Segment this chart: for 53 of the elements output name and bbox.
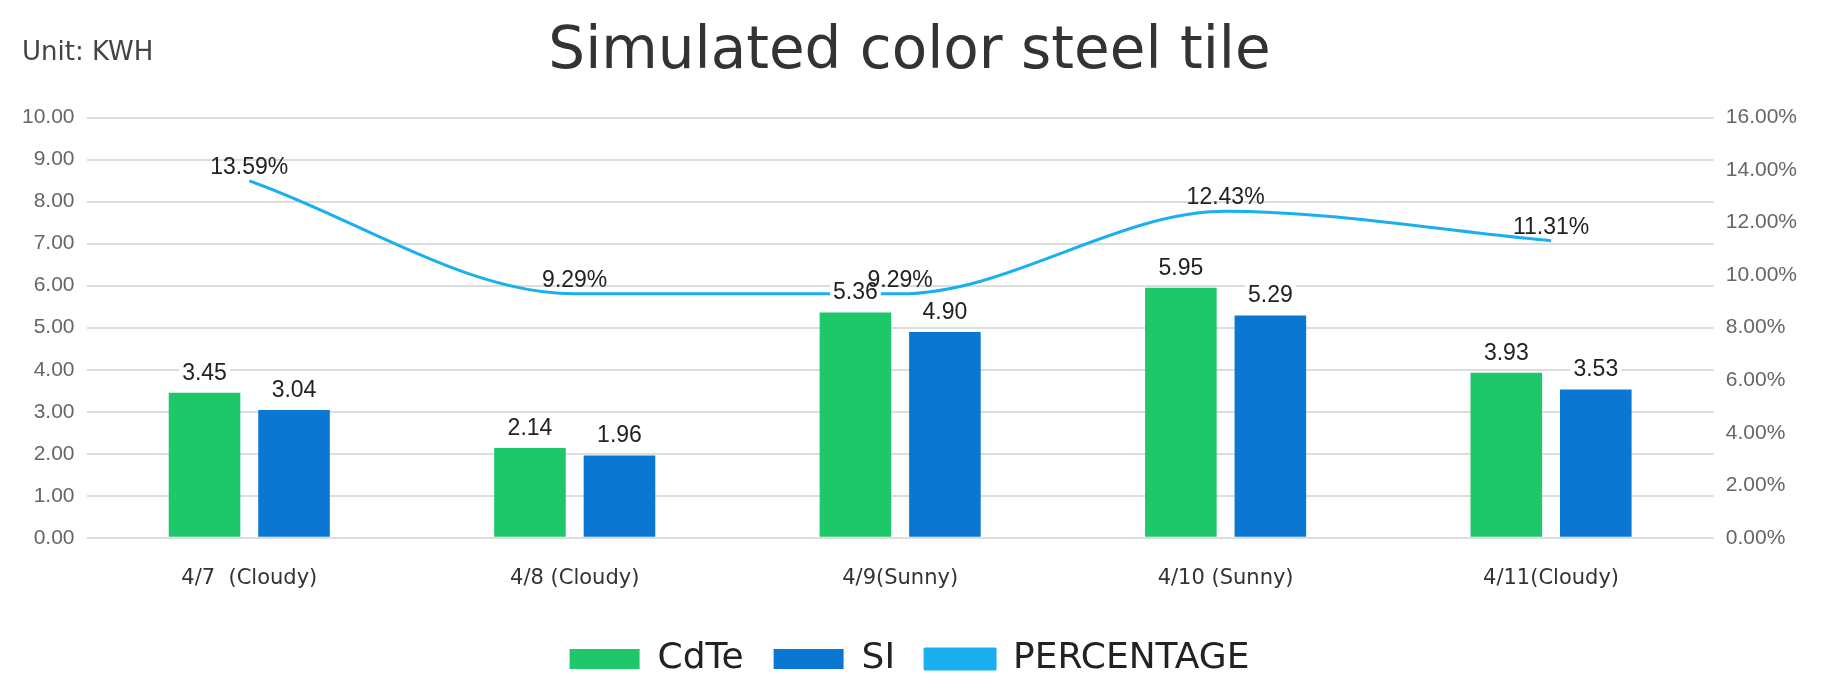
x-tick-label: 4/7 (Cloudy) (181, 564, 318, 589)
y-tick-label: 3.00 (33, 398, 75, 422)
data-label: 5.95 (1158, 253, 1204, 280)
y-tick-label: 2.00 (33, 440, 75, 464)
bar (494, 447, 566, 537)
y-tick-label: 10.00 (21, 104, 75, 128)
data-label: 3.04 (271, 375, 317, 402)
data-label: 11.31% (1512, 212, 1590, 239)
data-label: 3.93 (1483, 338, 1529, 365)
bar (1560, 389, 1632, 537)
y-tick-label: 1.00 (33, 482, 75, 506)
data-label: 2.14 (507, 413, 553, 440)
y-tick-label: 9.00 (33, 146, 75, 170)
y2-tick-label: 6.00% (1725, 367, 1786, 391)
y-tick-label: 4.00 (33, 356, 75, 380)
y2-tick-label: 12.00% (1725, 209, 1798, 233)
bar (1234, 315, 1307, 537)
chart-title: Simulated color steel tile (548, 13, 1271, 82)
bar (1145, 287, 1217, 537)
legend-label: CdTe (657, 635, 744, 677)
y-tick-label: 0.00 (33, 524, 75, 548)
y-tick-label: 6.00 (33, 272, 75, 296)
x-tick-label: 4/9(Sunny) (842, 564, 959, 589)
data-label: 13.59% (210, 152, 289, 179)
data-label: 9.29% (542, 265, 608, 292)
data-label: 3.53 (1573, 355, 1619, 382)
y2-tick-label: 2.00% (1725, 472, 1786, 496)
y-tick-label: 5.00 (33, 314, 75, 338)
bar (258, 410, 330, 537)
data-label: 1.96 (597, 421, 642, 448)
legend-label: SI (861, 635, 896, 677)
y2-tick-label: 0.00% (1725, 524, 1786, 548)
x-tick-label: 4/10 (Sunny) (1157, 564, 1294, 589)
y-tick-label: 8.00 (33, 188, 75, 212)
data-label: 4.90 (922, 297, 968, 324)
bar (1470, 372, 1543, 537)
y2-tick-label: 4.00% (1725, 419, 1786, 443)
y2-tick-label: 10.00% (1725, 261, 1798, 285)
data-label: 5.29 (1247, 281, 1293, 308)
bar (909, 331, 981, 537)
bar (168, 392, 241, 537)
text: Unit: KWH (22, 36, 154, 66)
y2-tick-label: 8.00% (1725, 314, 1786, 338)
y-tick-label: 7.00 (33, 230, 75, 254)
y2-tick-label: 16.00% (1725, 104, 1798, 128)
bar (819, 312, 892, 537)
legend-label: PERCENTAGE (1013, 635, 1250, 677)
x-tick-label: 4/11(Cloudy) (1483, 564, 1620, 589)
data-label: 12.43% (1186, 183, 1265, 210)
bar (583, 455, 656, 537)
x-tick-label: 4/8 (Cloudy) (510, 564, 640, 589)
data-label: 3.45 (182, 358, 227, 385)
y2-tick-label: 14.00% (1725, 156, 1798, 180)
